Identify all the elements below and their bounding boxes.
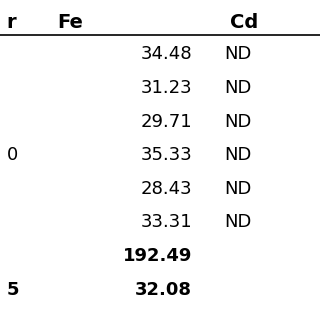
Text: ND: ND	[224, 146, 252, 164]
Text: ND: ND	[224, 113, 252, 131]
Text: 32.08: 32.08	[135, 281, 192, 299]
Text: 192.49: 192.49	[123, 247, 192, 265]
Text: Cd: Cd	[230, 13, 259, 32]
Text: 31.23: 31.23	[140, 79, 192, 97]
Text: 0: 0	[6, 146, 18, 164]
Text: 34.48: 34.48	[140, 45, 192, 63]
Text: 5: 5	[6, 281, 19, 299]
Text: ND: ND	[224, 213, 252, 231]
Text: Fe: Fe	[58, 13, 84, 32]
Text: r: r	[6, 13, 16, 32]
Text: 35.33: 35.33	[140, 146, 192, 164]
Text: 29.71: 29.71	[140, 113, 192, 131]
Text: ND: ND	[224, 79, 252, 97]
Text: ND: ND	[224, 45, 252, 63]
Text: 33.31: 33.31	[140, 213, 192, 231]
Text: ND: ND	[224, 180, 252, 198]
Text: 28.43: 28.43	[140, 180, 192, 198]
